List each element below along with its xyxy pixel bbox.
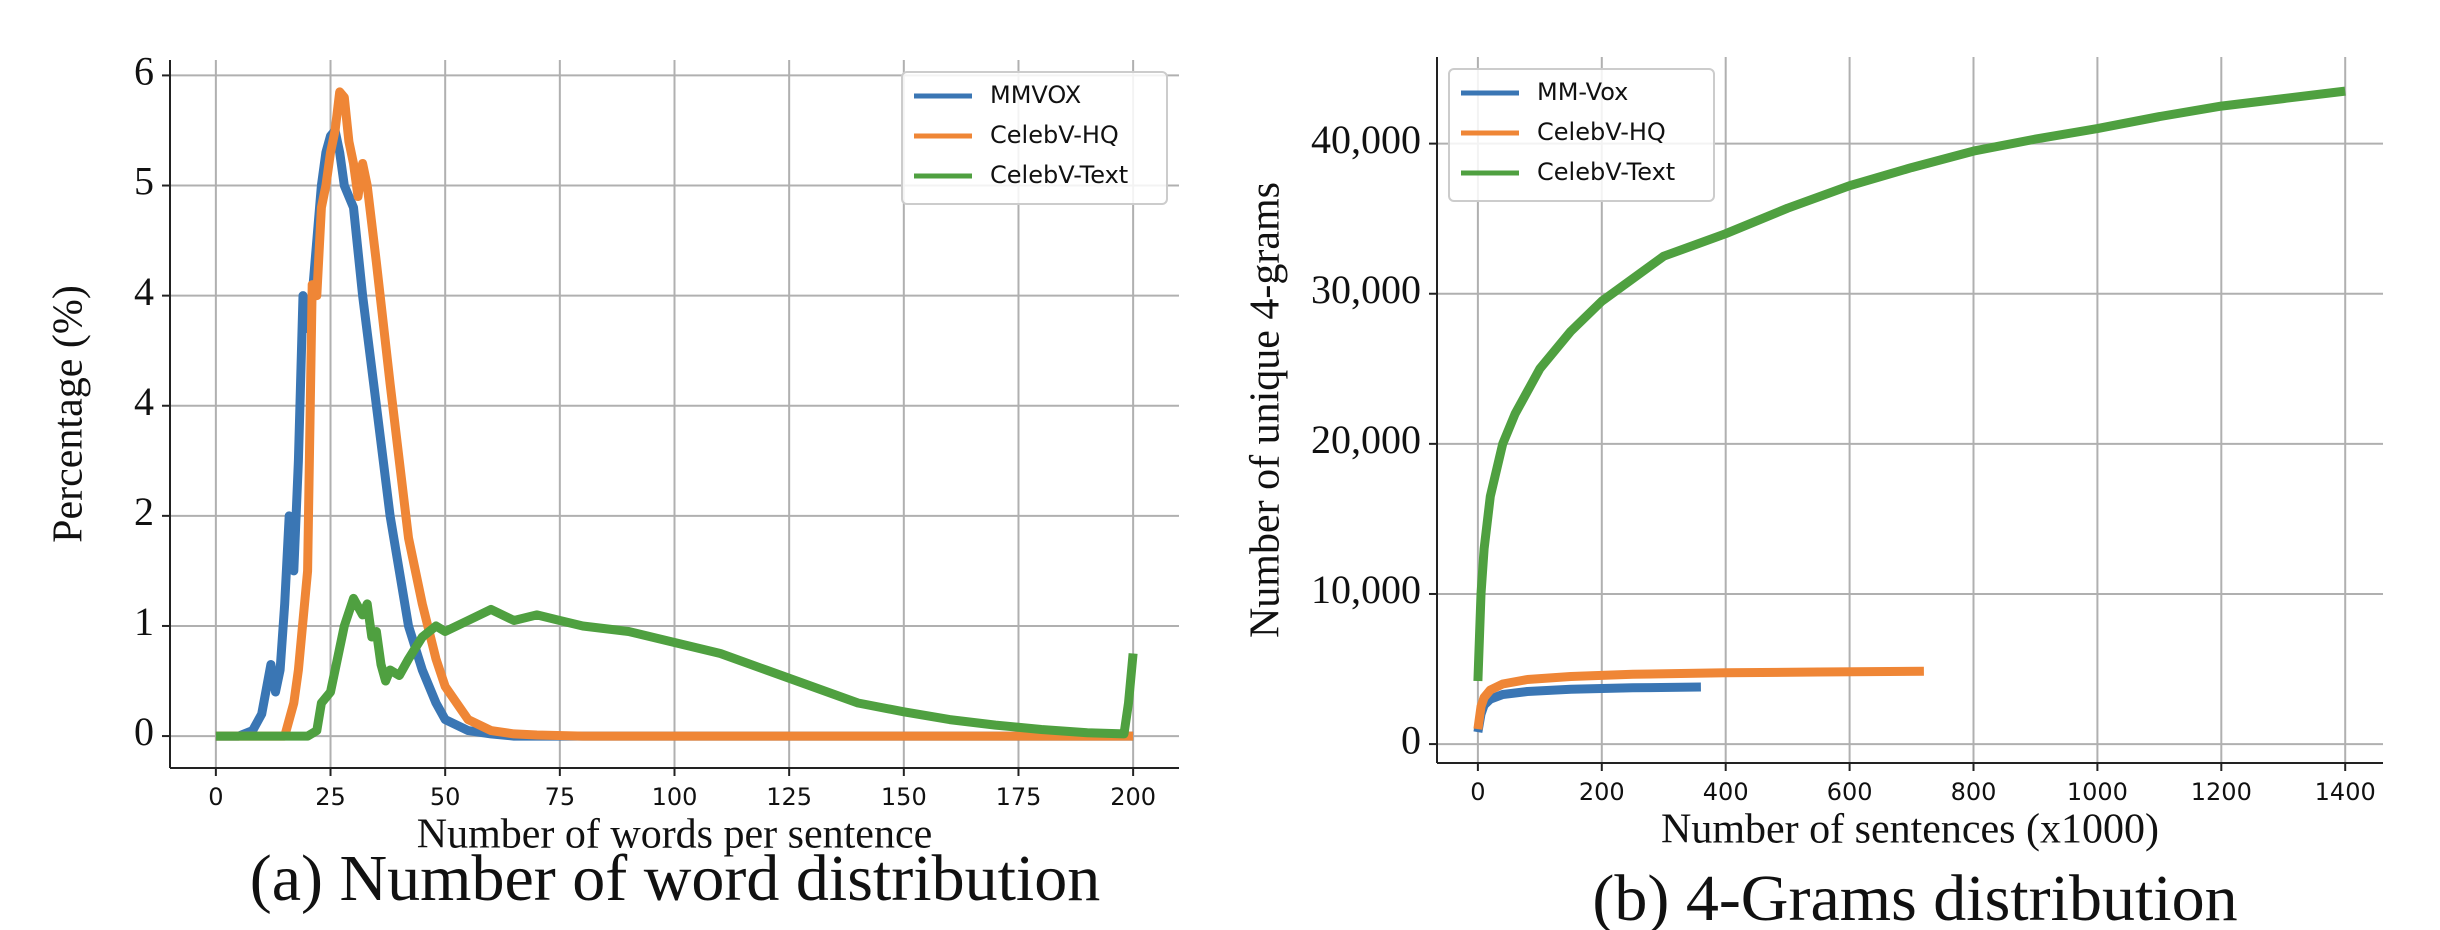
x-tick-label: 75 [545,783,576,811]
x-tick-label: 200 [1579,778,1625,806]
y-tick-label: 0 [134,709,154,754]
x-axis-label: Number of sentences (x1000) [1661,807,2159,853]
y-tick-label: 40,000 [1311,117,1421,162]
legend-label: CelebV-HQ [990,121,1119,149]
y-axis-label: Number of unique 4-grams [1243,182,1289,638]
legend-box [901,71,1168,205]
series-line [1473,682,1701,733]
y-tick-label: 20,000 [1311,417,1421,462]
y-tick-label: 2 [134,489,154,534]
x-tick-label: 400 [1703,778,1749,806]
series-line [215,593,1138,741]
x-tick-label: 150 [881,783,927,811]
x-tick-label: 100 [652,783,698,811]
legend-label: MM-Vox [1537,78,1628,106]
x-tick-label: 125 [766,783,812,811]
y-tick-label: 10,000 [1311,567,1421,612]
x-tick-label: 1000 [2067,778,2128,806]
x-tick-label: 50 [430,783,461,811]
legend-label: CelebV-HQ [1537,118,1666,146]
series-line [215,87,1134,741]
legend-label: CelebV-Text [990,161,1128,189]
x-tick-label: 200 [1110,783,1156,811]
x-tick-label: 1400 [2315,778,2376,806]
x-tick-label: 0 [1470,778,1485,806]
x-tick-label: 800 [1951,778,1997,806]
caption: (a) Number of word distribution [250,842,1101,915]
y-tick-label: 4 [134,379,154,424]
y-tick-label: 5 [134,159,154,204]
legend-box [1448,68,1715,202]
series-line [1473,86,2346,682]
series-line [1473,666,1924,730]
x-tick-label: 1200 [2191,778,2252,806]
y-tick-label: 4 [134,269,154,314]
y-tick-label: 30,000 [1311,267,1421,312]
x-tick-label: 0 [208,783,223,811]
y-tick-label: 1 [134,599,154,644]
y-axis-label: Percentage (%) [46,285,92,543]
legend-label: CelebV-Text [1537,158,1675,186]
x-tick-label: 175 [996,783,1042,811]
x-axis-label: Number of words per sentence [417,812,932,858]
legend-label: MMVOX [990,81,1081,109]
x-tick-label: 600 [1827,778,1873,806]
x-tick-label: 25 [315,783,346,811]
y-tick-label: 0 [1401,717,1421,762]
caption: (b) 4-Grams distribution [1592,862,2237,930]
y-tick-label: 6 [134,49,154,94]
